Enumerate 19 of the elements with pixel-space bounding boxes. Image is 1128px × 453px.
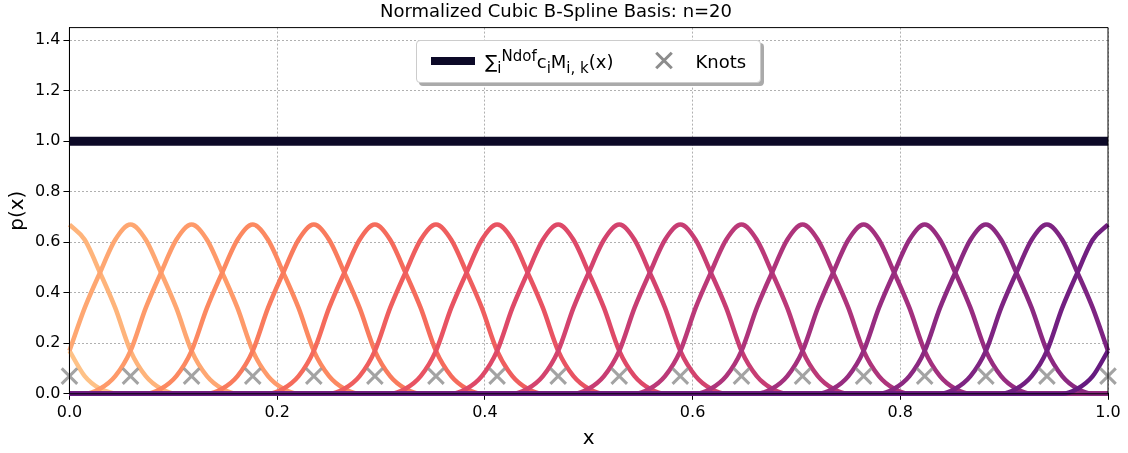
y-tick-label: 0.6 (34, 231, 61, 251)
y-tick-label: 0.0 (34, 382, 61, 402)
y-tick-label: 0.8 (34, 180, 61, 200)
legend-label: Knots (695, 50, 747, 72)
y-tick-label: 1.4 (34, 29, 61, 49)
y-tick-label: 0.2 (34, 332, 61, 352)
y-tick-label: 1.2 (34, 79, 61, 99)
legend-label: ∑$_{i}$$^{Ndof}$c$_{i}$M$_{i, k}$(x) (485, 46, 614, 77)
x-tick-label: 1.0 (1095, 401, 1121, 421)
x-tick-label: 0.0 (56, 401, 83, 421)
x-tick-label: 0.8 (887, 401, 914, 421)
y-tick-label: 1.0 (34, 130, 61, 150)
chart-title: Normalized Cubic B-Spline Basis: n=20 (379, 0, 733, 22)
x-tick-label: 0.2 (264, 401, 290, 421)
x-tick-label: 0.4 (472, 401, 498, 421)
x-tick-label: 0.6 (679, 401, 706, 421)
x-axis-title: x (582, 425, 595, 450)
y-tick-label: 0.4 (34, 281, 61, 301)
y-axis-title: p(x) (4, 190, 29, 231)
